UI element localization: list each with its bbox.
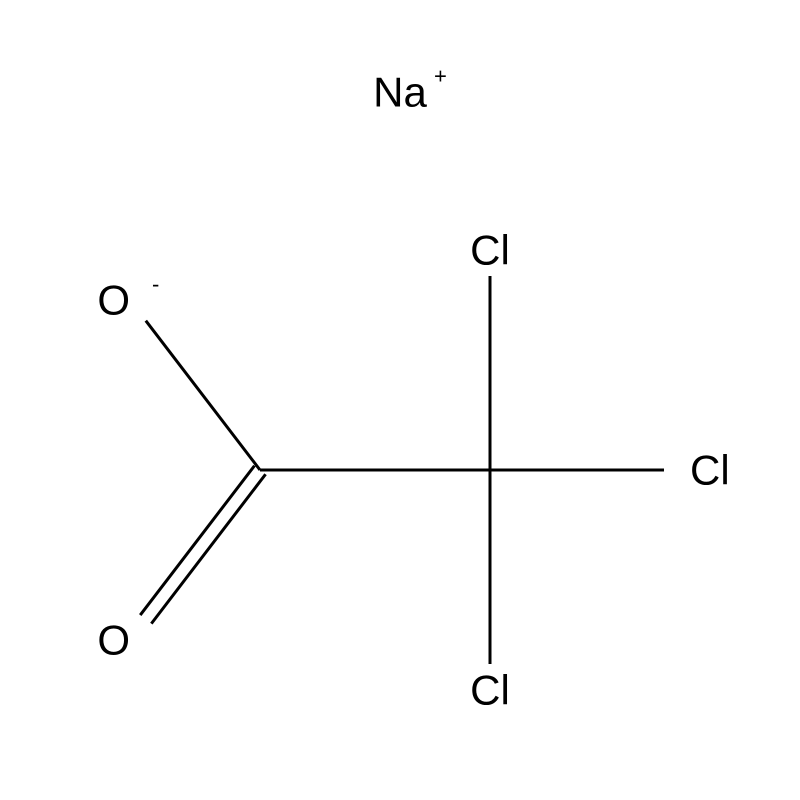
atom-charge-oNeg: -	[152, 272, 159, 297]
bond-double	[140, 466, 254, 615]
atom-label-oNeg: O	[97, 277, 130, 324]
bond-single	[146, 321, 260, 470]
bonds-group	[140, 276, 664, 664]
molecule-diagram: Na+O-OClClCl	[0, 0, 800, 800]
atom-label-clB: Cl	[470, 667, 510, 714]
atom-charge-na: +	[434, 64, 447, 89]
atoms-group: Na+O-OClClCl	[97, 64, 729, 714]
atom-label-clT: Cl	[470, 227, 510, 274]
atom-label-clR: Cl	[690, 447, 730, 494]
atom-label-na: Na	[373, 69, 427, 116]
atom-label-oDbl: O	[97, 617, 130, 664]
bond-double	[151, 474, 265, 623]
